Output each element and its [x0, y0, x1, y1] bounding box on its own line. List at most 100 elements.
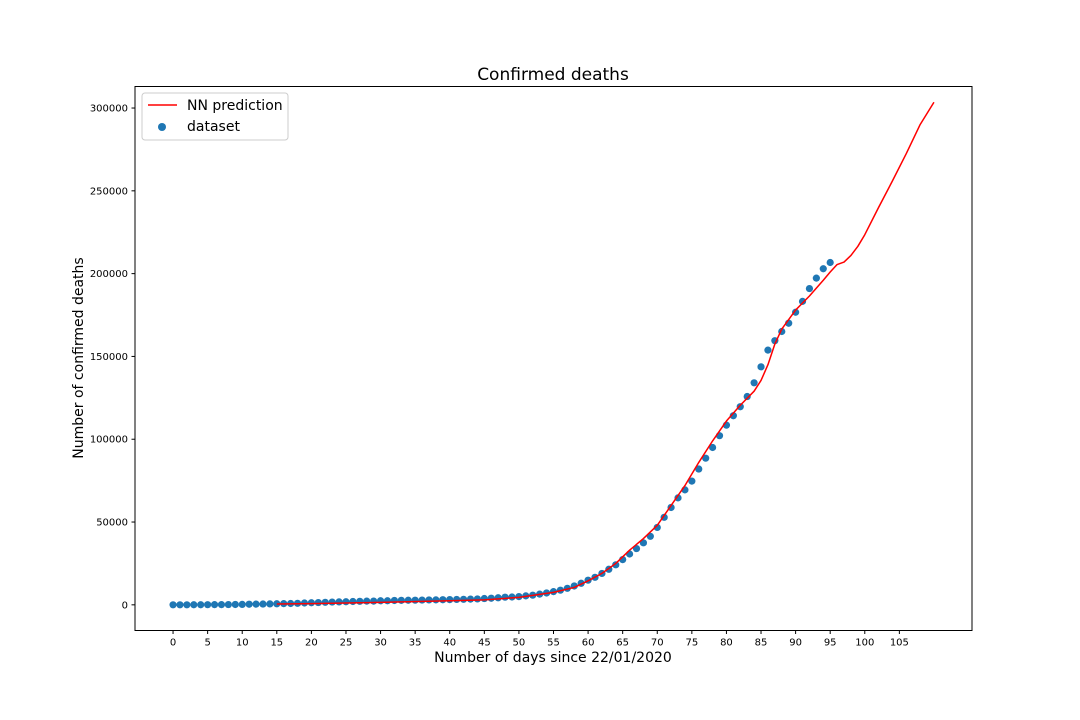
- dataset-point: [314, 598, 322, 607]
- dataset-point: [349, 597, 357, 606]
- dataset-point: [259, 600, 267, 608]
- dataset-point: [266, 600, 274, 608]
- dataset-point: [376, 597, 385, 605]
- dataset-point: [432, 596, 440, 604]
- legend-marker-swatch: [158, 123, 166, 131]
- dataset-point: [335, 598, 343, 606]
- legend-label-prediction: NN prediction: [187, 98, 283, 114]
- plot-area: [134, 86, 973, 631]
- dataset-point: [169, 601, 177, 609]
- y-axis-title: Number of confirmed deaths: [71, 257, 87, 458]
- chart-title: Confirmed deaths: [477, 65, 629, 85]
- dataset-point: [612, 561, 620, 569]
- x-tick-label: 95: [824, 638, 837, 649]
- y-tick-label: 100000: [90, 435, 128, 446]
- x-tick-label: 45: [478, 638, 491, 649]
- x-tick-label: 5: [204, 638, 210, 649]
- dataset-point: [688, 477, 696, 485]
- dataset-point: [736, 403, 744, 411]
- x-tick-label: 90: [789, 638, 802, 649]
- dataset-point: [425, 596, 433, 604]
- dataset-point: [480, 594, 488, 603]
- x-tick-label: 70: [651, 638, 664, 649]
- dataset-point: [508, 593, 516, 601]
- dataset-point: [439, 596, 447, 604]
- dataset-point: [176, 601, 184, 609]
- x-tick-label: 60: [582, 638, 595, 649]
- dataset-point: [805, 284, 814, 293]
- legend-label-dataset: dataset: [187, 119, 240, 135]
- dataset-point: [342, 598, 350, 606]
- dataset-point: [183, 601, 191, 609]
- y-tick-label: 150000: [90, 352, 128, 363]
- dataset-point: [743, 392, 751, 401]
- dataset-point: [252, 600, 260, 608]
- x-tick-label: 80: [720, 638, 733, 649]
- dataset-point: [812, 274, 820, 282]
- dataset-point: [418, 596, 426, 604]
- dataset-point: [390, 596, 399, 605]
- y-tick-label: 0: [122, 600, 128, 611]
- dataset-point: [487, 594, 495, 602]
- x-axis-title: Number of days since 22/01/2020: [434, 650, 672, 666]
- legend-box: [141, 92, 289, 141]
- dataset-point: [674, 494, 682, 502]
- dataset-point: [798, 297, 807, 305]
- y-tick-label: 50000: [96, 518, 128, 529]
- dataset-point: [453, 595, 461, 604]
- dataset-point: [411, 596, 419, 604]
- dataset-point: [404, 596, 412, 604]
- dataset-point: [383, 597, 392, 605]
- dataset-point: [397, 596, 405, 604]
- dataset-point: [307, 599, 315, 607]
- x-tick-label: 50: [513, 638, 526, 649]
- dataset-point: [446, 595, 454, 604]
- x-tick-label: 0: [170, 638, 176, 649]
- legend: NN prediction dataset: [141, 92, 289, 141]
- dataset-point: [764, 346, 772, 354]
- dataset-point: [190, 601, 198, 609]
- plot-marks: [169, 101, 935, 609]
- dataset-point: [515, 592, 523, 601]
- x-tick-label: 30: [374, 638, 387, 649]
- y-tick-label: 300000: [90, 104, 128, 115]
- dataset-point: [501, 593, 509, 601]
- x-tick-label: 20: [305, 638, 318, 649]
- x-tick-label: 55: [547, 638, 560, 649]
- dataset-point: [473, 595, 482, 603]
- x-axis: 0 5 10 15 20 25 30 35 40 45 50 55 60 65 70 75 80 85 90 95 10…: [170, 630, 909, 649]
- x-tick-label: 105: [890, 638, 909, 649]
- dataset-point: [695, 465, 703, 473]
- dataset-point: [702, 454, 710, 462]
- prediction-line: [276, 101, 935, 605]
- dataset-point: [826, 258, 834, 267]
- y-tick-label: 250000: [90, 186, 128, 197]
- dataset-point: [757, 363, 765, 371]
- dataset-point: [750, 379, 758, 387]
- dataset-point: [328, 598, 336, 606]
- x-tick-label: 85: [755, 638, 768, 649]
- x-tick-label: 65: [616, 638, 629, 649]
- dataset-point: [231, 600, 239, 609]
- dataset-point: [224, 600, 232, 609]
- dataset-point: [217, 601, 226, 609]
- dataset-point: [204, 601, 212, 609]
- y-axis: 0 50000 100000 150000 200000 250000 300000: [90, 104, 135, 611]
- dataset-point: [238, 600, 246, 609]
- dataset-point: [708, 443, 717, 452]
- dataset-point: [273, 600, 281, 608]
- x-tick-label: 100: [855, 638, 874, 649]
- dataset-point: [466, 595, 475, 603]
- dataset-point: [356, 597, 364, 605]
- dataset-point: [625, 550, 634, 558]
- dataset-point: [321, 598, 329, 606]
- x-tick-label: 35: [409, 638, 422, 649]
- dataset-point: [792, 308, 800, 316]
- dataset-point: [197, 601, 205, 609]
- dataset-point: [370, 597, 378, 605]
- dataset-point: [494, 594, 502, 602]
- x-tick-label: 10: [236, 638, 249, 649]
- y-tick-label: 200000: [90, 269, 128, 280]
- dataset-point: [210, 601, 219, 609]
